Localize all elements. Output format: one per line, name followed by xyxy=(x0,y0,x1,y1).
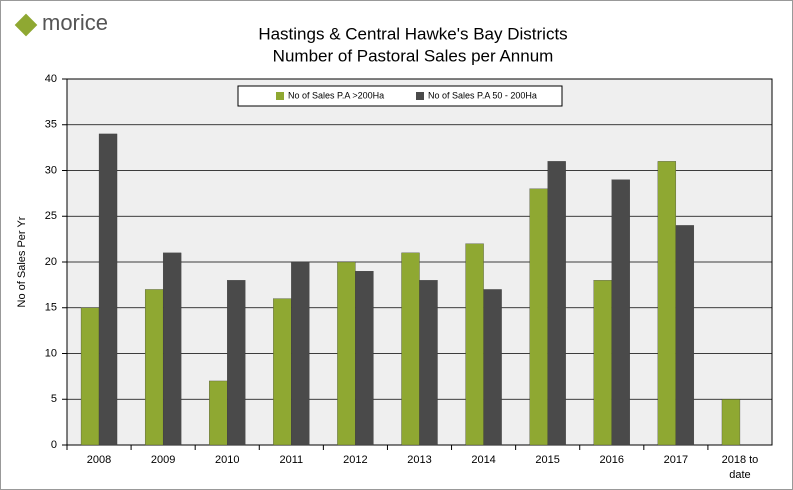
bar xyxy=(419,280,438,446)
x-tick-label: 2011 xyxy=(279,454,304,466)
bar xyxy=(529,188,548,446)
y-tick-label: 30 xyxy=(45,164,57,176)
bar xyxy=(675,225,695,446)
x-tick-label: 2009 xyxy=(150,454,176,466)
x-tick-label-box: 2008 xyxy=(86,454,112,466)
bar xyxy=(209,380,228,446)
x-tick-label-box: 2011 xyxy=(279,454,304,466)
x-tick-label-box: 2009 xyxy=(150,454,176,466)
x-tick-label: 2008 xyxy=(86,454,112,466)
logo-mark xyxy=(14,13,38,37)
x-tick-label-box: 2010 xyxy=(214,454,240,466)
x-tick-label: 2015 xyxy=(535,454,560,466)
y-tick-label: 15 xyxy=(45,302,57,314)
y-tick-label: 5 xyxy=(51,393,57,405)
x-tick-label: 2012 xyxy=(343,454,368,466)
bar xyxy=(273,298,292,446)
legend-box xyxy=(237,85,563,107)
bar xyxy=(80,307,100,446)
bar xyxy=(144,289,164,446)
legend-label: No of Sales P.A >200Ha xyxy=(288,90,384,100)
bar xyxy=(465,243,484,446)
y-tick-label: 25 xyxy=(45,210,57,222)
bar xyxy=(483,289,502,446)
x-tick-label-box: 2013 xyxy=(407,454,432,466)
chart-subtitle: Number of Pastoral Sales per Annum xyxy=(273,46,554,65)
bar xyxy=(611,179,630,446)
bar xyxy=(337,261,356,446)
y-axis-label: No of Sales Per Yr xyxy=(16,216,28,307)
bar xyxy=(291,261,310,446)
legend-label: No of Sales P.A 50 - 200Ha xyxy=(428,90,537,100)
legend-swatch xyxy=(416,92,424,100)
legend-swatch xyxy=(276,92,284,100)
x-tick-label-box: 2012 xyxy=(343,454,368,466)
bar xyxy=(657,161,677,446)
x-tick-label-box: 2016 xyxy=(599,454,624,466)
x-tick-label: 2013 xyxy=(407,454,432,466)
x-tick-label: 2014 xyxy=(471,454,496,466)
bar xyxy=(355,270,374,446)
chart-title: Hastings & Central Hawke's Bay Districts xyxy=(258,24,567,43)
logo: morice xyxy=(42,10,108,35)
x-tick-label-box: 2018 to date xyxy=(721,454,759,481)
x-tick-label: 2010 xyxy=(214,454,240,466)
y-tick-label: 20 xyxy=(45,256,57,268)
bar xyxy=(401,252,420,446)
bar xyxy=(227,280,246,446)
y-tick-label: 0 xyxy=(51,439,57,451)
x-tick-label-box: 2017 xyxy=(663,454,689,466)
y-tick-label: 10 xyxy=(45,347,57,359)
x-tick-label: 2016 xyxy=(599,454,624,466)
x-tick-label-box: 2014 xyxy=(471,454,496,466)
bar xyxy=(593,280,612,446)
bar xyxy=(98,133,118,446)
x-tick-label: 2017 xyxy=(663,454,689,466)
bar xyxy=(721,399,741,446)
bar xyxy=(162,252,182,446)
x-tick-label: 2018 to date xyxy=(721,454,759,481)
bar xyxy=(547,161,566,446)
x-tick-label-box: 2015 xyxy=(535,454,560,466)
y-tick-label: 35 xyxy=(45,119,57,131)
y-tick-label: 40 xyxy=(45,73,57,85)
